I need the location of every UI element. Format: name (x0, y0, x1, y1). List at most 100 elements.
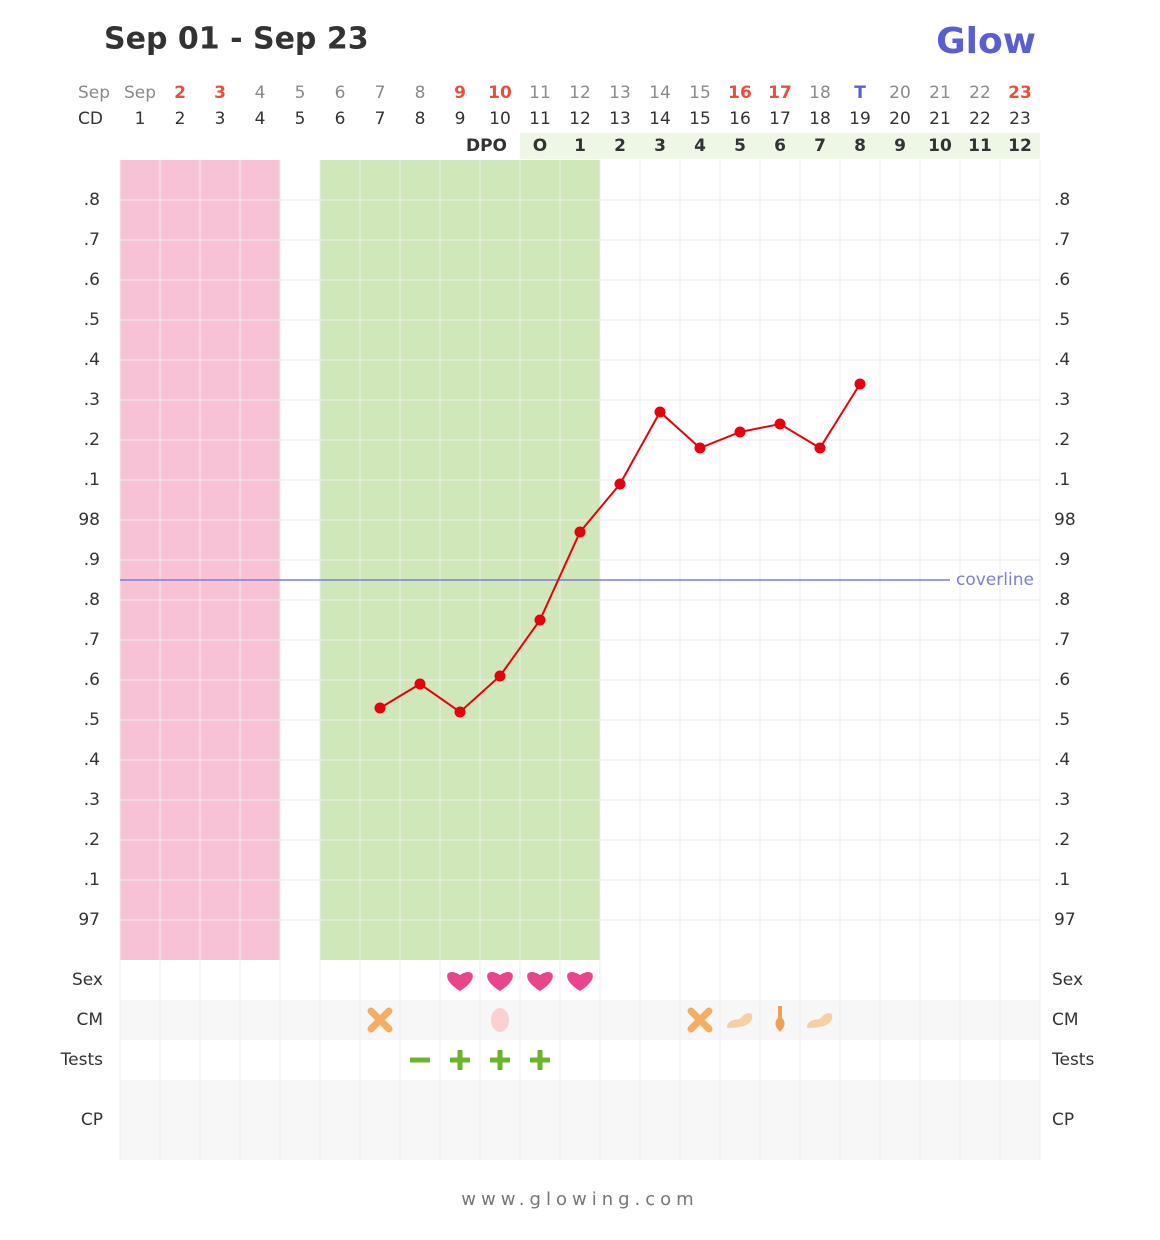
y-tick-label: .9 (1054, 550, 1070, 570)
row-label: CP (81, 1110, 103, 1130)
y-tick-label: .6 (1054, 270, 1070, 290)
dpo-cell (720, 133, 760, 159)
dpo-label: O (533, 136, 547, 156)
x-tick-label: 4 (255, 109, 266, 129)
y-tick-label: .2 (1054, 430, 1070, 450)
dpo-cell (760, 133, 800, 159)
temperature-point (414, 678, 426, 690)
date-label: 17 (768, 83, 792, 103)
date-label: 18 (809, 83, 831, 103)
dpo-label: 8 (854, 136, 866, 156)
dpo-label: 12 (1008, 136, 1032, 156)
y-tick-label: .8 (1054, 190, 1070, 210)
log-icon-heart (527, 972, 553, 991)
y-tick-label: .6 (84, 270, 100, 290)
row-label: Tests (60, 1050, 103, 1070)
log-icon-plus (450, 1050, 470, 1070)
x-tick-label: 23 (1009, 109, 1031, 129)
log-icon-plus (530, 1050, 550, 1070)
y-tick-label: 98 (1054, 510, 1076, 530)
dpo-cell (680, 133, 720, 159)
y-tick-label: .3 (1054, 390, 1070, 410)
temperature-point (734, 426, 746, 438)
y-tick-label: .7 (84, 230, 100, 250)
dpo-label: 4 (694, 136, 706, 156)
y-tick-label: .6 (84, 670, 100, 690)
y-tick-label: .4 (1054, 350, 1070, 370)
temperature-point (494, 670, 506, 682)
y-tick-label: .2 (84, 830, 100, 850)
coverline-label: coverline (956, 570, 1034, 590)
y-tick-label: .1 (84, 870, 100, 890)
row-label: CM (1052, 1010, 1079, 1030)
x-tick-label: 13 (609, 109, 631, 129)
row-label: CD (78, 109, 103, 129)
dpo-cell (520, 133, 560, 159)
date-label: 20 (889, 83, 911, 103)
y-tick-label: .4 (1054, 750, 1070, 770)
date-label: 3 (214, 83, 226, 103)
dpo-label: 10 (928, 136, 952, 156)
brand-logo: Glow (936, 21, 1036, 62)
x-tick-label: 17 (769, 109, 791, 129)
chart-title: Sep 01 - Sep 23 (104, 22, 369, 57)
x-tick-label: 21 (929, 109, 951, 129)
date-label: 5 (295, 83, 306, 103)
x-tick-label: 11 (529, 109, 551, 129)
dpo-cell (960, 133, 1000, 159)
footer: www.glowing.com (461, 1189, 698, 1210)
y-tick-label: .2 (1054, 830, 1070, 850)
y-tick-label: .8 (1054, 590, 1070, 610)
row-label: Sex (1052, 970, 1083, 990)
date-label: 22 (969, 83, 991, 103)
temperature-point (534, 614, 546, 626)
y-tick-label: .5 (1054, 710, 1070, 730)
y-tick-label: .9 (84, 550, 100, 570)
log-icon-egg-white (491, 1008, 509, 1032)
date-label: 23 (1008, 83, 1032, 103)
y-tick-label: .2 (84, 430, 100, 450)
row-label: Sex (72, 970, 103, 990)
date-label: 11 (529, 83, 551, 103)
date-label: 7 (375, 83, 386, 103)
dpo-label: 5 (734, 136, 746, 156)
y-tick-label: .7 (1054, 230, 1070, 250)
date-label: T (854, 83, 866, 103)
temperature-point (374, 702, 386, 714)
y-tick-label: .4 (84, 750, 100, 770)
log-icon-plus (490, 1050, 510, 1070)
x-tick-label: 8 (415, 109, 426, 129)
temperature-point (814, 442, 826, 454)
dpo-cell (1000, 133, 1040, 159)
y-tick-label: .1 (1054, 470, 1070, 490)
dpo-cell (920, 133, 960, 159)
y-tick-label: .8 (84, 590, 100, 610)
date-label: 9 (454, 83, 466, 103)
log-icon-creamy (726, 1013, 753, 1028)
x-tick-label: 3 (215, 109, 226, 129)
x-tick-label: 20 (889, 109, 911, 129)
y-tick-label: .8 (84, 190, 100, 210)
dpo-label: 2 (614, 136, 626, 156)
date-label: 13 (609, 83, 631, 103)
y-tick-label: .3 (84, 790, 100, 810)
y-tick-label: .3 (84, 390, 100, 410)
y-tick-label: 97 (78, 910, 100, 930)
dpo-label: 1 (574, 136, 586, 156)
temperature-point (694, 442, 706, 454)
dpo-cell (640, 133, 680, 159)
dpo-label: 11 (968, 136, 992, 156)
row-background (120, 1000, 1040, 1040)
x-tick-label: 1 (135, 109, 146, 129)
date-label: 10 (488, 83, 512, 103)
date-label: 12 (569, 83, 591, 103)
date-label: Sep (124, 83, 156, 103)
dpo-label: 7 (814, 136, 826, 156)
y-tick-label: .5 (84, 710, 100, 730)
y-tick-label: .1 (1054, 870, 1070, 890)
y-tick-label: 98 (78, 510, 100, 530)
y-tick-label: .6 (1054, 670, 1070, 690)
dpo-cell (840, 133, 880, 159)
x-tick-label: 10 (489, 109, 511, 129)
log-icon-creamy (806, 1013, 833, 1028)
